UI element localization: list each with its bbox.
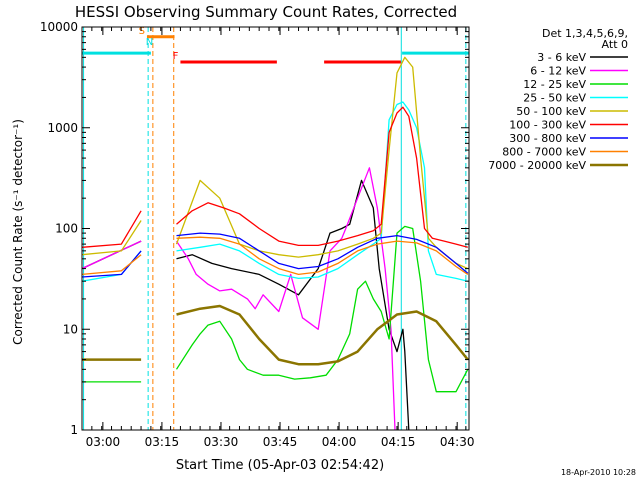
- y-tick-label-3: 1000: [47, 121, 78, 135]
- legend-label-2: 12 - 25 keV: [523, 78, 586, 91]
- x-tick-label-6: 04:30: [440, 435, 475, 449]
- x-tick-label-1: 03:15: [145, 435, 180, 449]
- state-bar-label-2: S: [139, 26, 145, 37]
- y-tick-label-1: 10: [63, 322, 78, 336]
- y-tick-label-2: 100: [55, 222, 78, 236]
- legend-label-3: 25 - 50 keV: [523, 92, 586, 105]
- state-bar-label-3: N: [146, 37, 153, 48]
- legend-label-7: 800 - 7000 keV: [502, 146, 586, 159]
- series-line-6: [82, 232, 469, 278]
- x-tick-label-0: 03:00: [86, 435, 121, 449]
- series-line-8: [82, 304, 469, 366]
- y-axis-ticks: 1 10 100 1000 10000: [40, 20, 469, 437]
- x-axis-label: Start Time (05-Apr-03 02:54:42): [176, 458, 384, 473]
- series-line-4: [82, 56, 469, 270]
- legend-label-1: 6 - 12 keV: [530, 65, 586, 78]
- state-bar-label-4: F: [173, 51, 179, 62]
- legend-label-5: 100 - 300 keV: [509, 119, 586, 132]
- x-tick-label-3: 03:45: [263, 435, 298, 449]
- x-tick-label-5: 04:15: [381, 435, 416, 449]
- legend-label-6: 300 - 800 keV: [509, 132, 586, 145]
- x-axis-ticks: 03:00 03:15 03:30 03:45 04:00 04:15 04:30: [81, 27, 475, 449]
- series-line-7: [82, 236, 469, 276]
- series-line-5: [82, 106, 468, 248]
- footer-date: 18-Apr-2010 10:28: [561, 468, 636, 477]
- y-axis-label: Corrected Count Rate (s⁻¹ detector⁻¹): [11, 119, 25, 345]
- legend-title-0: Det 1,3,4,5,6,9,: [542, 27, 628, 40]
- legend-label-0: 3 - 6 keV: [537, 51, 586, 64]
- y-tick-label-4: 10000: [40, 20, 78, 34]
- series-line-2: [82, 225, 469, 393]
- y-tick-label-0: 1: [70, 423, 78, 437]
- legend-title-1: Att 0: [602, 38, 628, 51]
- legend-label-8: 7000 - 20000 keV: [488, 159, 586, 172]
- x-tick-label-2: 03:30: [204, 435, 239, 449]
- x-tick-label-4: 04:00: [322, 435, 357, 449]
- series-layer: [82, 56, 469, 430]
- state-bars: SN F: [82, 26, 469, 64]
- mode-transition-lines: [83, 27, 467, 430]
- series-line-1: [82, 167, 396, 430]
- legend-label-4: 50 - 100 keV: [516, 105, 586, 118]
- chart-title: HESSI Observing Summary Count Rates, Cor…: [75, 3, 457, 21]
